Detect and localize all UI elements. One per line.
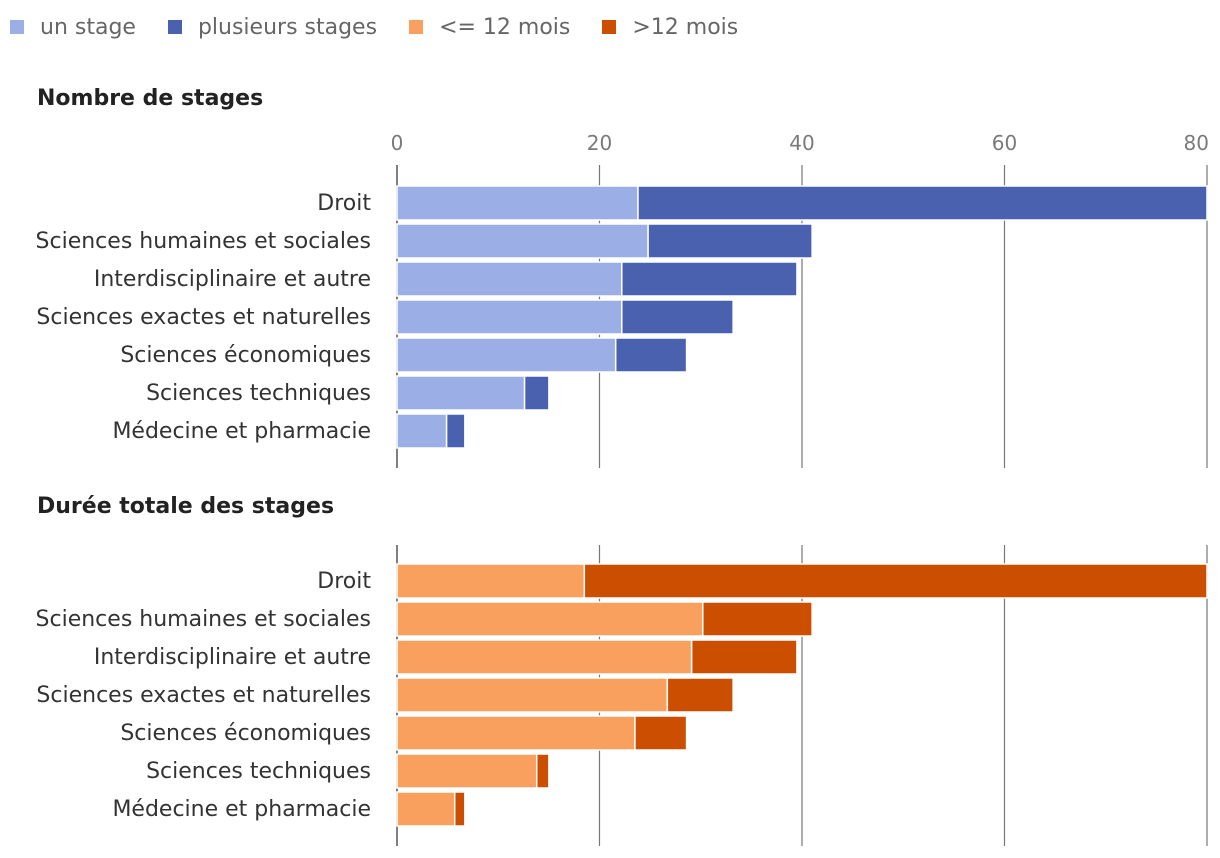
legend-label: plusieurs stages (197, 14, 378, 40)
category-label: Médecine et pharmacie (112, 419, 371, 444)
category-label: Sciences humaines et sociales (36, 607, 371, 632)
undefined (453, 791, 466, 827)
undefined (647, 223, 813, 259)
category-label: Sciences exactes et naturelles (36, 305, 371, 330)
undefined (396, 677, 669, 713)
undefined (396, 299, 623, 335)
category-label: Sciences exactes et naturelles (36, 683, 371, 708)
category-label: Sciences humaines et sociales (36, 229, 371, 254)
undefined (396, 639, 693, 675)
category-label: Sciences économiques (120, 721, 371, 746)
category-label: Droit (317, 191, 371, 216)
undefined (621, 261, 798, 297)
undefined (396, 375, 526, 411)
legend-swatch (10, 20, 24, 34)
tick-label: 80 (1184, 131, 1209, 155)
legend-swatch (602, 20, 617, 34)
undefined (690, 639, 798, 675)
undefined (396, 413, 448, 449)
undefined (634, 715, 688, 751)
category-label: Sciences techniques (146, 381, 371, 406)
tick-label: 60 (992, 131, 1017, 155)
undefined (702, 601, 813, 637)
undefined (396, 261, 623, 297)
panel-title: Nombre de stages (37, 86, 263, 111)
undefined (396, 563, 586, 599)
undefined (535, 753, 550, 789)
undefined (666, 677, 734, 713)
tick-label: 40 (789, 131, 814, 155)
category-label: Droit (317, 569, 371, 594)
category-label: Médecine et pharmacie (112, 797, 371, 822)
tick-label: 0 (391, 131, 404, 155)
legend-label: un stage (40, 14, 136, 40)
undefined (396, 715, 636, 751)
legend-swatch (409, 20, 424, 34)
legend-item[interactable]: plusieurs stages (167, 14, 378, 40)
legend-swatch (167, 20, 182, 34)
undefined (396, 337, 617, 373)
category-label: Sciences économiques (120, 343, 371, 368)
undefined (396, 223, 649, 259)
chart-legend: un stage plusieurs stages <= 12 mois >12 mo… (10, 12, 770, 42)
undefined (583, 563, 1208, 599)
legend-item[interactable]: un stage (10, 15, 136, 40)
undefined (621, 299, 734, 335)
legend-item[interactable]: >12 mois (602, 15, 738, 40)
panel-title: Durée totale des stages (37, 494, 334, 519)
tick-label: 20 (587, 131, 612, 155)
category-label: Interdisciplinaire et autre (94, 645, 371, 670)
undefined (396, 753, 538, 789)
undefined (637, 185, 1208, 221)
undefined (445, 413, 466, 449)
undefined (523, 375, 550, 411)
undefined (396, 791, 456, 827)
legend-label: <= 12 mois (439, 14, 571, 40)
category-label: Sciences techniques (146, 759, 371, 784)
legend-item[interactable]: <= 12 mois (409, 15, 570, 40)
undefined (396, 601, 704, 637)
category-label: Interdisciplinaire et autre (94, 267, 371, 292)
undefined (614, 337, 688, 373)
undefined (396, 185, 639, 221)
legend-label: >12 mois (632, 14, 739, 40)
